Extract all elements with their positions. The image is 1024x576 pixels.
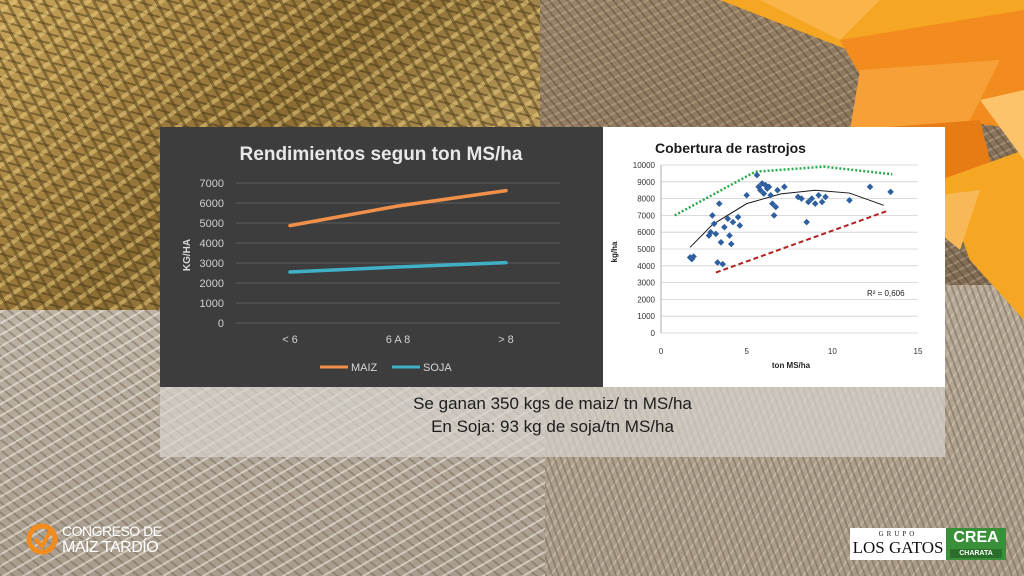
scatter-point — [717, 238, 725, 246]
scatter-point — [765, 183, 773, 191]
scatter-point — [709, 212, 716, 219]
lower-bound-line — [715, 209, 890, 274]
scatter-point — [736, 222, 744, 229]
x-axis-label: ton MS/ha — [772, 361, 811, 370]
scatter-point — [726, 232, 733, 239]
scatter-point — [712, 230, 720, 238]
y-tick-label: 5000 — [637, 245, 655, 254]
x-tick-label: 6 A 8 — [386, 334, 410, 346]
y-tick-label: 1000 — [637, 312, 655, 321]
scatter-point — [719, 260, 726, 268]
chart-legend: MAIZ SOJA — [320, 362, 452, 374]
y-tick-label: 0 — [218, 318, 224, 330]
caption-line-maiz: Se ganan 350 kgs de maiz/ tn MS/ha — [413, 394, 692, 413]
congreso-logo-icon — [26, 523, 58, 555]
y-tick-label: 1000 — [200, 298, 224, 310]
y-tick-label: 9000 — [637, 178, 655, 187]
caption-band: Se ganan 350 kgs de maiz/ tn MS/ha En So… — [160, 387, 945, 457]
y-tick-label: 8000 — [637, 195, 655, 204]
scatter-point — [815, 191, 822, 199]
y-tick-label: 2000 — [200, 278, 224, 290]
scatter-point — [803, 218, 810, 226]
caption-line-soja: En Soja: 93 kg de soja/tn MS/ha — [431, 417, 674, 436]
y-tick-label: 4000 — [637, 262, 655, 271]
x-tick-label: > 8 — [498, 334, 514, 346]
los-gatos-label: LOS GATOS — [852, 538, 944, 557]
scatter-point — [774, 186, 781, 194]
scatter-point — [710, 220, 718, 228]
scatter-point — [707, 228, 714, 236]
y-tick-label: 7000 — [637, 211, 655, 220]
x-tick-label: < 6 — [282, 334, 298, 346]
scatter-point — [729, 218, 737, 226]
y-axis-label: KG/HA — [182, 239, 193, 271]
crea-label: CREA — [953, 529, 999, 546]
scatter-point — [760, 190, 768, 197]
scatter-point — [734, 213, 742, 221]
scatter-point — [846, 196, 853, 204]
y-tick-label: 7000 — [200, 178, 224, 190]
scatter-point — [822, 193, 829, 201]
scatter-chart: Cobertura de rastrojos kg/ha ton MS/ha 0… — [603, 127, 945, 387]
legend-label-soja: SOJA — [423, 362, 452, 374]
scatter-point — [743, 191, 750, 199]
scatter-point — [714, 259, 721, 266]
y-axis-label: kg/ha — [610, 241, 619, 262]
x-tick-label: 0 — [659, 347, 664, 356]
y-tick-label: 4000 — [200, 238, 224, 250]
scatter-point — [781, 183, 788, 191]
scatter-point — [770, 212, 778, 219]
series-line-soja — [288, 260, 508, 274]
scatter-point — [818, 198, 826, 206]
grupo-label: GRUPO — [878, 530, 918, 538]
crea-charata-logo: CREA CHARATA — [946, 528, 1006, 560]
congreso-maiz-tardio-logo: CONGRESO DE MAÍZ TARDÍO — [25, 520, 175, 560]
legend-label-maiz: MAIZ — [351, 362, 378, 374]
scatter-point — [805, 198, 812, 206]
charata-label: CHARATA — [950, 549, 1002, 558]
scatter-point — [811, 200, 819, 207]
x-tick-label: 10 — [828, 347, 837, 356]
scatter-point — [688, 255, 696, 263]
scatter-point — [755, 183, 762, 191]
series-line-maiz — [288, 188, 508, 228]
upper-bound-line — [674, 165, 893, 217]
x-tick-label: 5 — [744, 347, 749, 356]
scatter-point — [767, 191, 774, 199]
congreso-logo-text-line1: CONGRESO DE — [62, 523, 162, 539]
scatter-point — [724, 215, 732, 223]
y-tick-label: 3000 — [200, 258, 224, 270]
chart-title: Cobertura de rastrojos — [655, 140, 806, 156]
scatter-chart-svg: Cobertura de rastrojos kg/ha ton MS/ha 0… — [610, 140, 923, 370]
congreso-logo-text-line2: MAÍZ TARDÍO — [62, 539, 159, 556]
yield-line-chart-svg: Rendimientos segun ton MS/ha KG/HA 0 1000… — [182, 144, 560, 374]
scatter-point — [757, 186, 764, 194]
y-tick-label: 3000 — [637, 279, 655, 288]
y-tick-label: 10000 — [633, 161, 656, 170]
grupo-los-gatos-logo: GRUPO LOS GATOS — [850, 528, 946, 560]
scatter-point — [715, 200, 723, 207]
scatter-point — [866, 183, 874, 191]
y-tick-label: 6000 — [200, 198, 224, 210]
scatter-point — [727, 240, 735, 248]
y-tick-label: 2000 — [637, 295, 655, 304]
scatter-point — [753, 171, 761, 179]
chart-title: Rendimientos segun ton MS/ha — [240, 144, 523, 165]
y-tick-label: 0 — [651, 329, 656, 338]
scatter-point — [798, 195, 805, 202]
scatter-point — [794, 193, 802, 201]
scatter-point — [808, 195, 816, 202]
scatter-point — [762, 181, 769, 189]
scatter-point — [721, 223, 728, 231]
y-tick-label: 6000 — [637, 228, 655, 237]
yield-line-chart: Rendimientos segun ton MS/ha KG/HA 0 1000… — [160, 127, 603, 387]
r-squared-annotation: R² = 0,606 — [867, 289, 905, 298]
scatter-point — [769, 200, 776, 207]
scatter-point — [887, 188, 894, 196]
x-tick-label: 15 — [914, 347, 923, 356]
y-tick-label: 5000 — [200, 218, 224, 230]
